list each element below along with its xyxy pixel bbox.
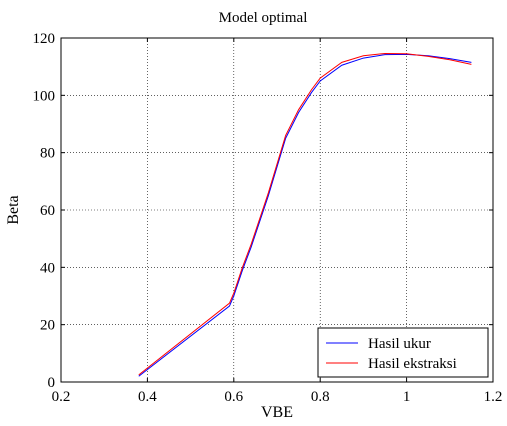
legend: Hasil ukur Hasil ekstraksi (317, 327, 489, 378)
ticks: 0.2 0.4 0.6 0.8 1 1.2 0 20 40 60 80 100 120 (33, 31, 503, 405)
y-tick-label: 80 (40, 146, 55, 162)
x-tick-label: 0.2 (52, 389, 71, 405)
series-line-1 (138, 52, 472, 376)
y-tick-label: 120 (33, 31, 56, 47)
legend-box (317, 327, 489, 378)
y-tick-label: 100 (33, 88, 56, 104)
legend-label-hasil-ukur: Hasil ukur (368, 336, 431, 352)
y-tick-label: 60 (40, 203, 55, 219)
x-tick-label: 0.8 (311, 389, 330, 405)
y-tick-label: 40 (40, 260, 55, 276)
y-tick-label: 0 (48, 375, 56, 391)
legend-label-hasil-ekstraksi: Hasil ekstraksi (368, 356, 457, 372)
series-layer (138, 52, 472, 377)
x-tick-label: 0.4 (138, 389, 157, 405)
y-tick-label: 20 (40, 318, 55, 334)
chart-title: Model optimal (219, 10, 308, 26)
x-tick-label: 1.2 (484, 389, 503, 405)
y-axis-label: Beta (5, 195, 22, 224)
x-tick-label: 1 (403, 389, 411, 405)
x-axis-label: VBE (261, 404, 293, 421)
series-line-0 (138, 53, 472, 377)
x-tick-label: 0.6 (224, 389, 243, 405)
grid (61, 38, 493, 382)
